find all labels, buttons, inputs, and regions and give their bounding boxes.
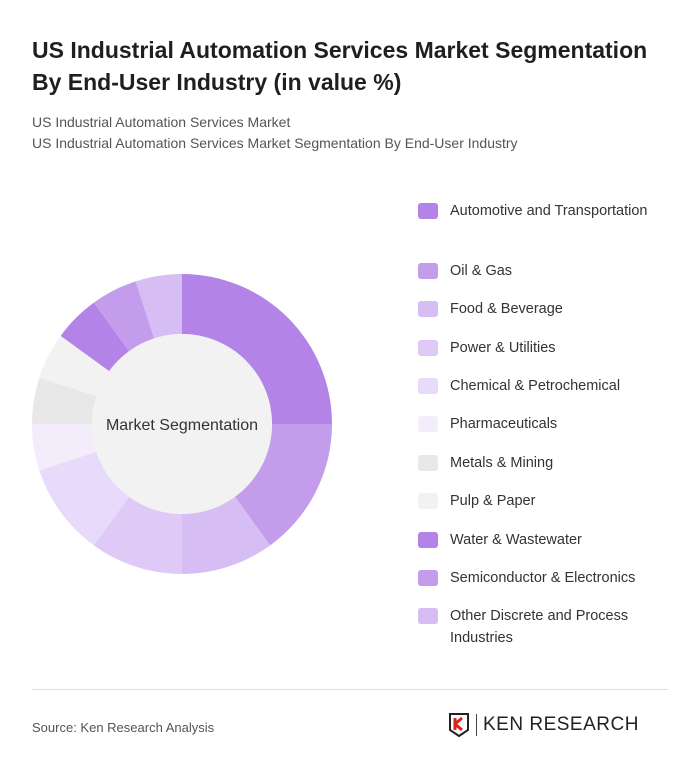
legend-label: Power & Utilities	[450, 340, 556, 356]
legend-label: Pharmaceuticals	[450, 416, 558, 432]
legend-swatch	[418, 532, 438, 548]
legend-label: Water & Wastewater	[450, 532, 582, 548]
legend-label: Oil & Gas	[450, 263, 513, 279]
legend-label: Semiconductor & Electronics	[450, 570, 636, 586]
donut-hole	[92, 334, 272, 514]
slice-other-discrete-and-process-industries	[135, 274, 182, 339]
legend-item: Food & Beverage	[418, 298, 660, 320]
legend-swatch	[418, 570, 438, 586]
divider	[32, 689, 668, 690]
legend-swatch	[418, 301, 438, 317]
legend-label: Metals & Mining	[450, 455, 554, 471]
legend-label: Automotive and Transportation	[450, 203, 648, 219]
ken-logo-icon	[449, 713, 469, 738]
subtitle-segmentation: US Industrial Automation Services Market…	[32, 135, 518, 151]
legend-item: Chemical & Petrochemical	[418, 375, 660, 397]
legend-swatch	[418, 455, 438, 471]
legend-label: Chemical & Petrochemical	[450, 378, 621, 394]
slice-pharmaceuticals	[32, 424, 97, 471]
legend-label: Other Discrete and Process Industries	[450, 608, 629, 646]
legend-item: Semiconductor & Electronics	[418, 567, 660, 589]
legend-item: Other Discrete and Process Industries	[418, 605, 660, 649]
subtitle-market: US Industrial Automation Services Market	[32, 114, 291, 130]
slice-automotive-and-transportation	[182, 274, 332, 424]
legend-item: Power & Utilities	[418, 337, 660, 359]
slice-metals-mining	[32, 377, 97, 424]
legend-item: Automotive and Transportation	[418, 200, 660, 222]
legend-swatch	[418, 416, 438, 432]
legend-label: Food & Beverage	[450, 301, 563, 317]
legend-swatch	[418, 378, 438, 394]
center-label: Market Segmentation	[106, 417, 258, 434]
slice-pulp-paper	[39, 335, 110, 397]
legend-swatch	[418, 203, 438, 219]
slice-food-beverage	[182, 496, 271, 574]
chart-title: US Industrial Automation Services Market…	[32, 37, 648, 95]
legend-item: Oil & Gas	[418, 260, 660, 282]
slice-water-wastewater	[60, 302, 130, 372]
slice-semiconductor-electronics	[93, 281, 155, 352]
ken-research-logo: KEN RESEARCH	[448, 712, 639, 738]
legend-swatch	[418, 340, 438, 356]
legend-item: Water & Wastewater	[418, 529, 660, 551]
legend-item: Metals & Mining	[418, 452, 660, 474]
legend-item: Pulp & Paper	[418, 490, 660, 512]
legend-swatch	[418, 608, 438, 624]
slice-chemical-petrochemical	[39, 451, 130, 546]
legend-swatch	[418, 263, 438, 279]
legend-item: Pharmaceuticals	[418, 413, 660, 435]
source-note: Source: Ken Research Analysis	[32, 720, 215, 735]
legend-swatch	[418, 493, 438, 509]
legend-label: Pulp & Paper	[450, 493, 536, 509]
slice-power-utilities	[93, 496, 182, 574]
slice-oil-gas	[234, 424, 332, 546]
